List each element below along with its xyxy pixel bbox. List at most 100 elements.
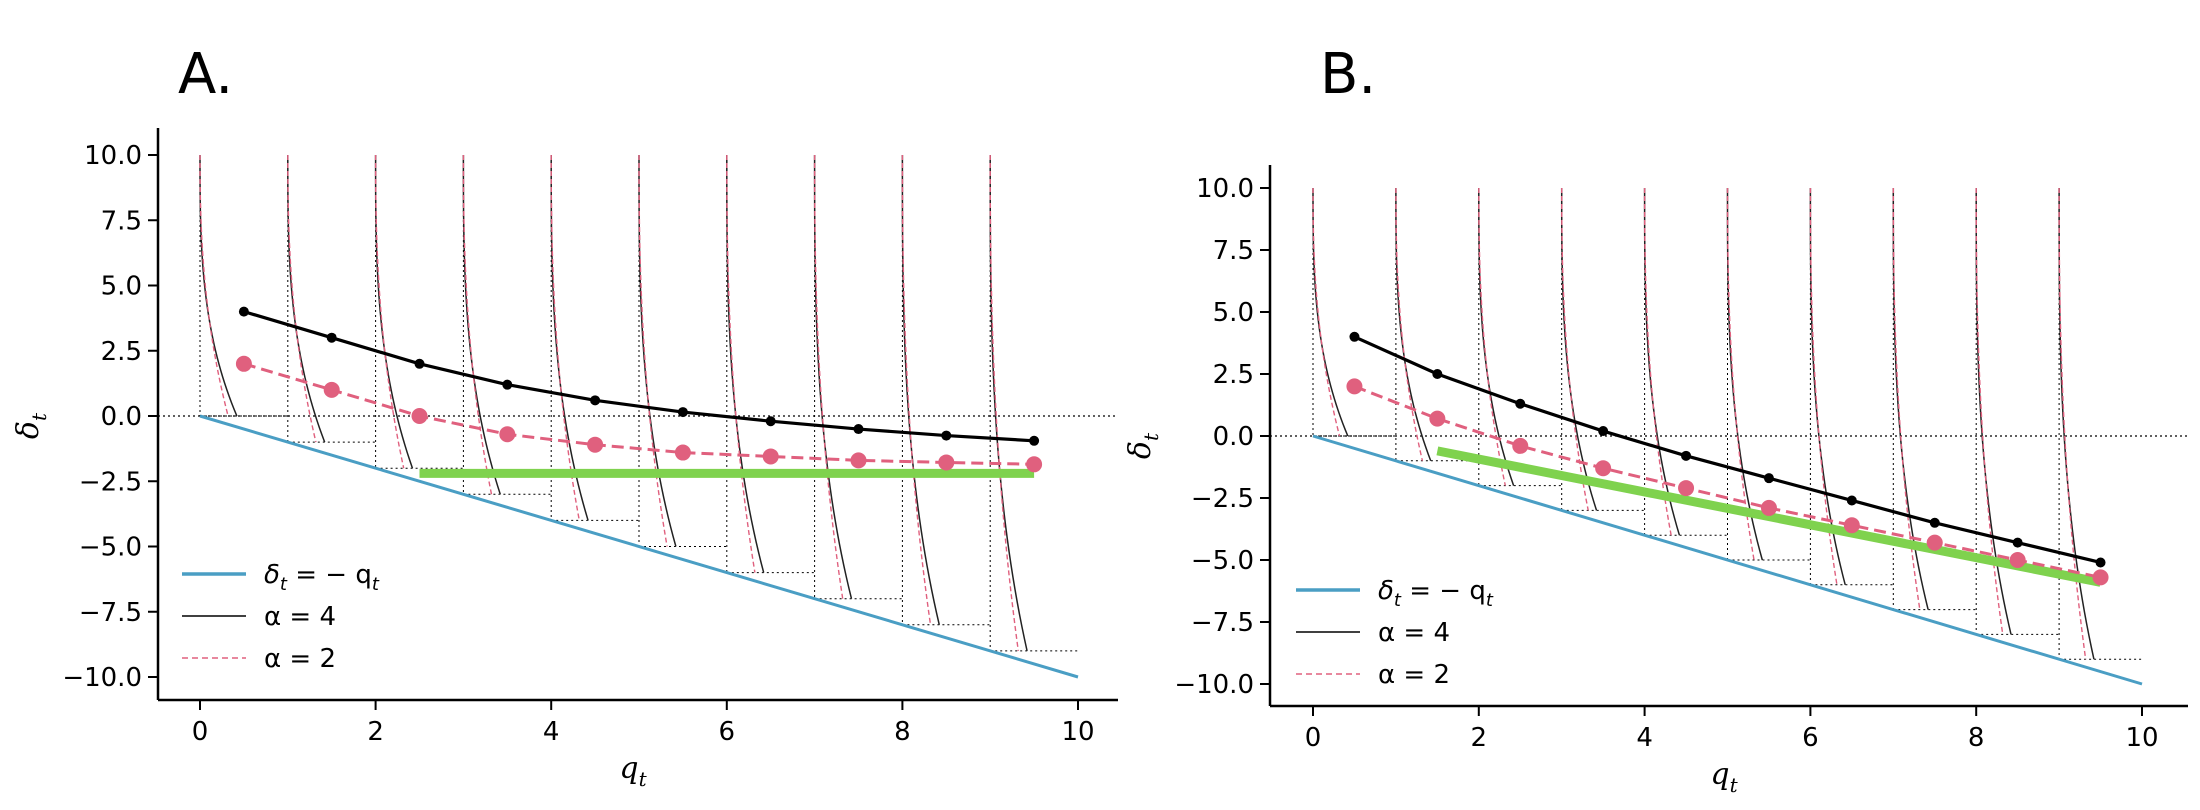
alpha2-point [499,426,516,443]
alpha4-series-line [243,310,1035,443]
alpha2-point [938,454,955,471]
alpha2-value-curve [462,154,493,495]
alpha2-value-curve [1478,187,1507,486]
x-tick-label: 6 [719,717,736,747]
alpha2-value-curve [901,154,932,625]
y-axis-label: δt [11,412,51,439]
y-axis-label-subscript: t [1139,432,1163,441]
alpha2-value-curve [1312,187,1341,437]
legend-label-subscript: t [1486,590,1494,611]
legend-label-subscript: t [372,574,380,595]
legend-label: δt = − qt [1378,576,1494,611]
alpha2-point [850,452,867,469]
alpha2-point [235,355,252,372]
alpha4-point [1846,495,1857,506]
green-line [1436,446,2102,587]
alpha4-point [1349,331,1360,342]
x-axis-label-subscript: t [639,767,648,791]
alpha2-series-line [1353,385,2101,579]
alpha2-value-curve [199,154,229,417]
y-tick-label: 0.0 [1213,422,1254,452]
y-tick-label: 10.0 [1196,174,1254,204]
legend-label-part: δ [264,560,280,590]
y-axis-label: δt [1123,432,1163,459]
y-tick-label: −2.5 [1191,484,1254,514]
alpha2-value-curve [1726,187,1755,561]
alpha4-point [941,430,952,441]
alpha2-value-curve [374,154,405,469]
y-tick-label: 7.5 [1213,236,1254,266]
legend: δt = − qtα = 4α = 2 [182,560,380,674]
y-tick-label: −10.0 [62,663,142,693]
alpha4-point [2012,537,2023,548]
y-tick-label: 7.5 [101,206,142,236]
alpha4-point [1515,398,1526,409]
panel-a: A. 0 2 4 6 8 10 10.0 7.5 5.0 2.5 0.0 −2.5 −5.0 −7.5 −10… [11,42,1118,791]
alpha2-point [674,444,691,461]
alpha2-point [2092,569,2109,586]
legend-label: δt = − qt [264,560,380,595]
alpha4-point [1029,435,1040,446]
alpha2-value-curve [813,154,844,599]
y-tick-label: −10.0 [1174,670,1254,700]
alpha2-value-curve [1395,187,1424,461]
x-tick-label: 8 [894,717,911,747]
alpha2-value-curve [1892,187,1921,610]
legend-label-subscript: t [1394,590,1402,611]
boundary-line [199,414,1079,679]
legend-label-part: δ [1378,576,1394,606]
alpha2-point [1346,378,1363,395]
alpha4-point [502,379,513,390]
boundary-line [1312,434,2143,686]
x-tick-label: 8 [1968,723,1985,753]
legend-label-part: = − q [287,560,372,590]
panel-label: A. [178,42,233,107]
alpha4-point [765,416,776,427]
legend-label-subscript: t [280,574,288,595]
alpha2-value-curve [1560,187,1589,511]
x-tick-label: 4 [543,717,560,747]
x-tick-label: 10 [2125,723,2158,753]
alpha4-point [853,424,864,435]
y-tick-label: −2.5 [79,467,142,497]
panel-b: B. 0 2 4 6 8 10 10.0 7.5 5.0 2.5 0.0 −2.5 −5.0 −7.5 −10… [1123,42,2188,797]
alpha2-point [762,448,779,465]
alpha4-series-line [1353,335,2101,565]
alpha2-point [2009,552,2026,568]
alpha4-point [677,407,688,418]
x-tick-label: 10 [1061,717,1094,747]
alpha4-point [590,395,601,406]
y-axis-label-subscript: t [27,412,51,421]
y-tick-label: 0.0 [101,402,142,432]
alpha2-point [323,381,340,398]
legend-label: α = 4 [264,602,336,632]
alpha2-value-curve [287,154,317,443]
alpha2-point [411,408,428,424]
y-tick-label: −7.5 [79,598,142,628]
panel-label: B. [1320,42,1376,107]
x-axis-label: qt [1710,757,1738,797]
alpha2-point [1595,460,1612,477]
y-tick-label: 5.0 [1213,298,1254,328]
alpha4-point [326,332,337,343]
y-tick-label: 2.5 [101,337,142,367]
alpha4-value-curve [901,154,941,625]
alpha2-point [1843,517,1860,534]
alpha2-value-curve [989,154,1019,651]
x-tick-label: 0 [1305,723,1322,753]
x-tick-label: 2 [367,717,384,747]
alpha2-value-curve [726,154,756,573]
alpha2-point [1026,456,1043,473]
alpha2-point [1512,437,1529,454]
alpha4-value-curve [550,154,589,521]
alpha4-value-curve [726,154,765,573]
x-tick-label: 0 [192,717,209,747]
alpha2-value-curve [1643,187,1672,536]
alpha2-point [1760,499,1777,516]
y-tick-label: −7.5 [1191,608,1254,638]
alpha4-point [1598,426,1609,437]
alpha4-value-curve [287,154,326,443]
x-tick-label: 6 [1802,723,1819,753]
alpha2-value-curve [638,154,668,547]
